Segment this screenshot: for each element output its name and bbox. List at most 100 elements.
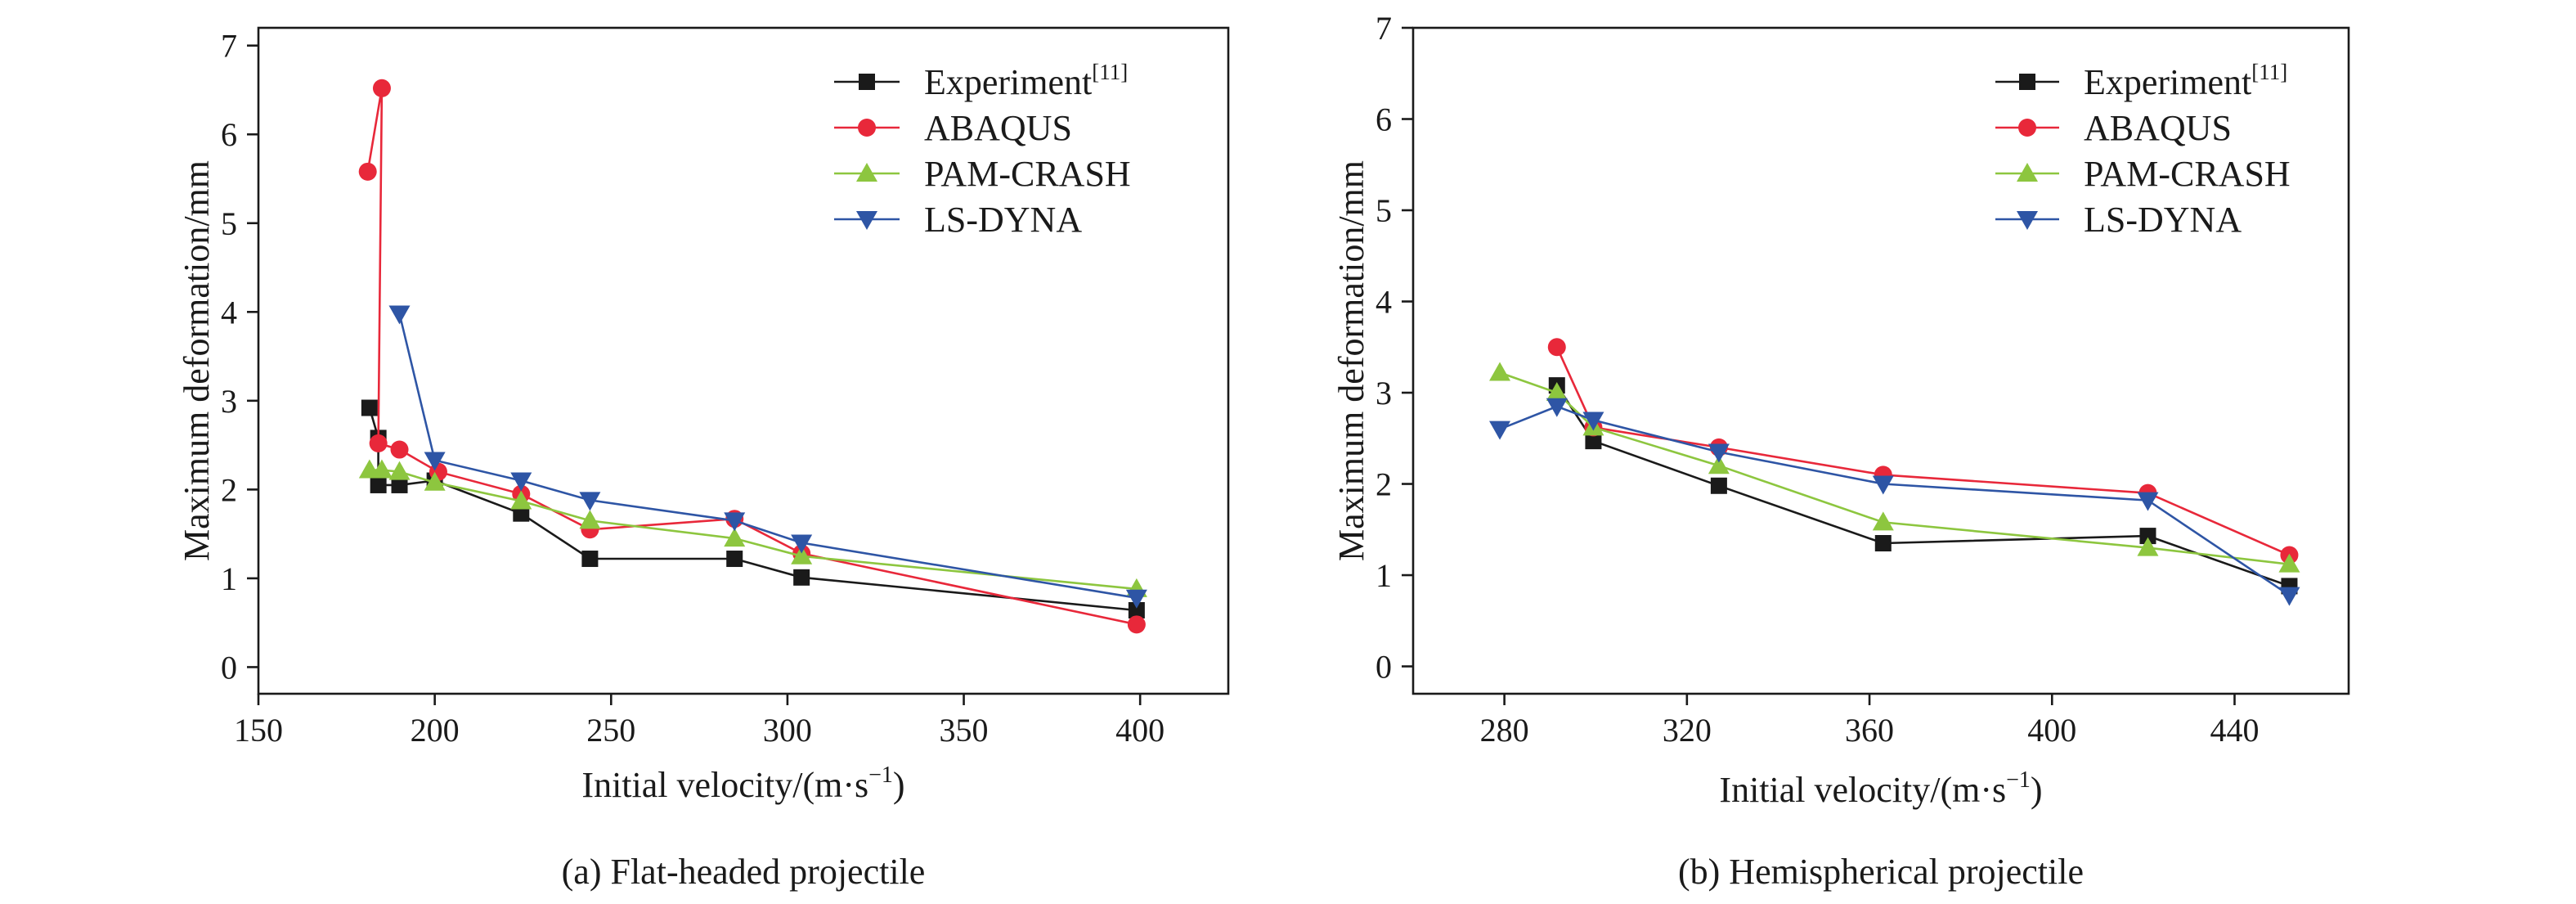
chart-b-x-axis-label: Initial velocity/(m·s−1): [1719, 767, 2042, 810]
chart-a-legend-entry-experiment: Experiment[11]: [834, 60, 1128, 102]
chart-a-experiment-point: [1128, 601, 1145, 618]
chart-b-ls-dyna-point: [1872, 475, 1894, 495]
chart-b-x-tick-label: 440: [2210, 712, 2259, 749]
chart-a-series-experiment-line: [368, 407, 1138, 612]
chart-a-abaqus-point: [1127, 615, 1146, 634]
chart-b-legend-swatch-marker: [2018, 119, 2036, 137]
chart-a-experiment-point: [361, 399, 378, 416]
chart-a-x-tick-label: 400: [1115, 712, 1165, 749]
chart-b-legend-label: Experiment[11]: [2084, 60, 2287, 102]
chart-b-series-ls-dyna: [1489, 398, 2300, 606]
chart-a-y-tick-label: 3: [221, 383, 237, 420]
chart-b-experiment-point: [2139, 528, 2156, 545]
chart-b-y-tick-label: 2: [1376, 466, 1392, 503]
chart-b-x-tick-label: 280: [1480, 712, 1529, 749]
chart-a-pam-crash-point: [424, 471, 446, 491]
chart-a-ls-dyna-point: [388, 305, 411, 325]
chart-a-legend-label: Experiment[11]: [924, 60, 1128, 102]
chart-b-pam-crash-point: [2278, 553, 2300, 573]
chart-b-pam-crash-point: [1708, 455, 1730, 474]
chart-a-pam-crash-point: [388, 461, 411, 480]
chart-b-legend-entry-pam-crash: PAM-CRASH: [1995, 154, 2291, 194]
chart-b-y-tick-label: 7: [1376, 10, 1392, 47]
chart-b-legend-entry-ls-dyna: LS-DYNA: [1995, 200, 2242, 240]
chart-b-legend-label: ABAQUS: [2084, 108, 2232, 148]
chart-a-legend-label-main: ABAQUS: [924, 108, 1072, 148]
chart-a-legend-label: LS-DYNA: [924, 200, 1082, 240]
chart-a-abaqus-point: [372, 79, 391, 97]
chart-a-y-tick-label: 7: [221, 28, 237, 65]
chart-a-y-tick-label: 4: [221, 294, 237, 331]
chart-a-x-axis-label: Initial velocity/(m·s−1): [581, 762, 904, 805]
chart-a-ls-dyna-point: [791, 534, 813, 554]
chart-b-x-axis-label-tail: ): [2031, 770, 2043, 810]
chart-a-pam-crash-point: [579, 510, 601, 529]
chart-a-pam-crash-point: [370, 459, 393, 479]
chart-b-pam-crash-point: [1872, 511, 1894, 531]
chart-a-x-tick-label: 200: [411, 712, 460, 749]
chart-a-legend-swatch-marker: [856, 211, 877, 230]
chart-a-y-tick-label: 1: [221, 560, 237, 597]
chart-b-abaqus-point: [1547, 338, 1566, 357]
chart-b-plot-frame: [1411, 26, 2350, 695]
chart-a-legend-entry-ls-dyna: LS-DYNA: [834, 200, 1082, 240]
chart-a-legend: Experiment[11] ABAQUS PAM-CRASH LS-DYNA: [834, 60, 1131, 240]
chart-b-ls-dyna-point: [2137, 492, 2159, 511]
chart-b-legend: Experiment[11] ABAQUS PAM-CRASH LS-DYNA: [1995, 60, 2291, 240]
chart-a-legend-label-main: Experiment: [924, 62, 1092, 102]
chart-b-experiment-point: [1585, 433, 1602, 450]
chart-a-legend-swatch-marker: [858, 119, 876, 137]
chart-b-legend-swatch-marker: [2019, 74, 2035, 90]
chart-b-ls-dyna-point: [1708, 443, 1730, 463]
chart-b-legend-label: PAM-CRASH: [2084, 154, 2291, 194]
chart-a-caption: (a) Flat-headed projectile: [562, 852, 926, 892]
chart-a-legend-label-main: LS-DYNA: [924, 200, 1082, 240]
chart-b-x-tick-label: 400: [2027, 712, 2076, 749]
chart-a-experiment-point: [370, 476, 387, 493]
chart-a-abaqus-point: [369, 434, 388, 452]
chart-b-legend-swatch-marker: [2017, 211, 2038, 230]
chart-b-x-axis-label-sup: −1: [2006, 767, 2031, 793]
chart-a-legend-swatch-marker: [859, 74, 875, 90]
chart-a-pam-crash-point: [724, 528, 746, 547]
chart-b-series-abaqus: [1547, 338, 2299, 564]
chart-b-y-tick-label: 0: [1376, 649, 1392, 686]
chart-a-legend-swatch-marker: [856, 163, 877, 182]
chart-a-x-axis-label-sup: −1: [868, 762, 893, 788]
chart-b-legend-entry-experiment: Experiment[11]: [1995, 60, 2287, 102]
chart-a-y-tick-label: 0: [221, 649, 237, 686]
chart-a-ls-dyna-point: [724, 512, 746, 532]
chart-a-x-tick-label: 350: [940, 712, 989, 749]
chart-a-series-experiment: [361, 399, 1145, 618]
chart-b-experiment-point: [1710, 477, 1727, 494]
chart-b-ls-dyna-point: [1582, 412, 1604, 431]
chart-a-pam-crash-point: [510, 490, 532, 510]
chart-a-ls-dyna-point: [1125, 589, 1147, 609]
chart-a-x-tick-label: 250: [586, 712, 635, 749]
chart-b: 280 320 360 400 440 0 1 2 3 4 5 6 7 Initial velocity/…: [1331, 10, 2350, 892]
chart-a-pam-crash-point: [791, 545, 813, 564]
chart-a-y-tick-label: 5: [221, 205, 237, 242]
chart-a-x-tick-label: 300: [763, 712, 812, 749]
chart-b-legend-label-main: ABAQUS: [2084, 108, 2232, 148]
chart-b-y-tick-label: 6: [1376, 101, 1392, 138]
chart-a-abaqus-point: [358, 162, 377, 181]
chart-a-legend-label: PAM-CRASH: [924, 154, 1131, 194]
chart-a-y-axis-label: Maximum deformation/mm: [177, 160, 217, 561]
chart-b-experiment-point: [1874, 535, 1892, 552]
chart-a-x-axis-label-main: Initial velocity/(m·s: [581, 765, 868, 805]
chart-b-y-tick-label: 1: [1376, 557, 1392, 594]
chart-b-y-axis-label: Maximum deformation/mm: [1331, 160, 1371, 561]
chart-b-y-tick-label: 5: [1376, 192, 1392, 229]
chart-a-experiment-point: [793, 569, 810, 586]
chart-b-legend-swatch-marker: [2017, 163, 2038, 182]
chart-a-legend-entry-pam-crash: PAM-CRASH: [834, 154, 1131, 194]
chart-a-legend-label-main: PAM-CRASH: [924, 154, 1131, 194]
chart-b-x-tick-label: 360: [1845, 712, 1894, 749]
chart-b-pam-crash-point: [1489, 362, 1511, 381]
chart-b-series-pam-crash-line: [1499, 371, 2290, 565]
chart-b-ls-dyna-point: [1489, 421, 1511, 440]
chart-a-y-tick-label: 6: [221, 116, 237, 153]
chart-a-experiment-point: [391, 476, 408, 493]
chart-a-legend-entry-abaqus: ABAQUS: [834, 108, 1072, 148]
